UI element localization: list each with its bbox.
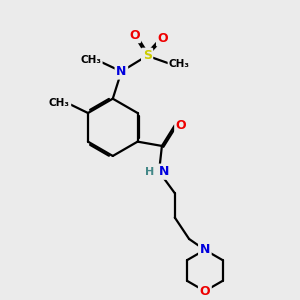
Text: S: S (142, 49, 152, 62)
Text: CH₃: CH₃ (169, 59, 190, 69)
Text: CH₃: CH₃ (49, 98, 70, 108)
Text: N: N (116, 65, 127, 78)
Text: H: H (145, 167, 154, 177)
Text: O: O (158, 32, 168, 45)
Text: CH₃: CH₃ (80, 55, 101, 65)
Text: N: N (159, 165, 169, 178)
Text: N: N (200, 243, 210, 256)
Text: O: O (129, 28, 140, 42)
Text: O: O (176, 119, 186, 132)
Text: O: O (200, 285, 210, 298)
